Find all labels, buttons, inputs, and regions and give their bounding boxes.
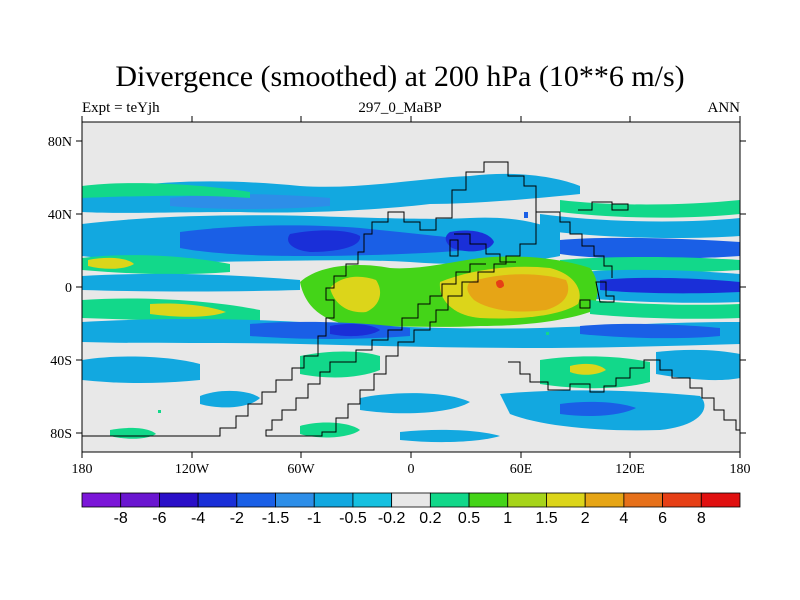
colorbar-swatch: [236, 492, 276, 508]
colorbar-swatch: [313, 492, 354, 508]
colorbar-label: -6: [152, 510, 166, 527]
y-tick-label: 40S: [50, 354, 72, 369]
contour-band: [170, 194, 330, 209]
x-axis: 180 120W 60W 0 60E 120E 180: [72, 116, 751, 477]
x-tick-label: 120W: [175, 462, 210, 477]
colorbar-swatch: [275, 492, 315, 508]
contour-band: [496, 279, 504, 289]
contour-band: [82, 319, 740, 348]
x-tick-label: 120E: [615, 462, 645, 477]
divergence-field: [82, 122, 740, 452]
contour-band: [580, 323, 720, 339]
colorbar-label: -0.2: [378, 510, 406, 527]
colorbar-label: 2: [581, 510, 590, 527]
contour-band: [300, 422, 360, 438]
small-blob: [524, 212, 528, 218]
colorbar-label: 6: [658, 510, 667, 527]
colorbar-swatch: [546, 492, 586, 508]
small-blob: [158, 410, 161, 413]
contour-band: [400, 429, 500, 443]
season-label: ANN: [707, 100, 741, 116]
contour-band: [600, 277, 740, 294]
contour-band: [560, 257, 740, 273]
contour-band: [360, 393, 470, 414]
y-tick-label: 80N: [48, 135, 72, 150]
y-tick-label: 80S: [50, 427, 72, 442]
x-tick-label: 0: [408, 462, 415, 477]
y-tick-label: 40N: [48, 208, 72, 223]
x-tick-label: 60W: [287, 462, 315, 477]
colorbar: -8 -6 -4 -2 -1.5 -1 -0.5 -0.2 0.2 0.5 1 1.5 2 4 6 8: [81, 492, 741, 527]
colorbar-label: 0.2: [419, 510, 441, 527]
case-label: 297_0_MaBP: [358, 100, 442, 116]
colorbar-label: -2: [230, 510, 244, 527]
experiment-label: Expt = teYjh: [82, 100, 160, 116]
colorbar-label: -1: [307, 510, 321, 527]
contour-band: [560, 200, 740, 218]
colorbar-label: -1.5: [262, 510, 290, 527]
colorbar-swatch: [197, 492, 238, 508]
colorbar-swatch: [468, 492, 509, 508]
contour-band: [570, 363, 606, 375]
colorbar-swatch: [584, 492, 625, 508]
colorbar-label: 0.5: [458, 510, 480, 527]
x-tick-label: 60E: [510, 462, 533, 477]
contour-band: [200, 390, 260, 408]
colorbar-label: -8: [114, 510, 128, 527]
colorbar-swatch: [623, 492, 663, 508]
colorbar-swatch: [700, 492, 741, 508]
contour-band: [330, 323, 380, 337]
contour-band: [560, 237, 740, 259]
colorbar-swatch: [159, 492, 199, 508]
colorbar-swatch: [507, 492, 547, 508]
y-axis: 80N 40N 0 40S 80S: [48, 135, 746, 442]
contour-band: [82, 356, 200, 383]
contour-band: [82, 273, 300, 292]
x-tick-label: 180: [730, 462, 751, 477]
contour-band: [467, 274, 569, 312]
contour-band: [150, 303, 226, 317]
coastline: [82, 161, 740, 437]
small-blob: [546, 332, 549, 335]
contour-band: [288, 230, 361, 252]
colorbar-label: 1: [503, 510, 512, 527]
colorbar-swatch: [81, 492, 122, 508]
colorbar-label: -4: [191, 510, 205, 527]
colorbar-label: 1.5: [535, 510, 557, 527]
contour-band: [540, 214, 740, 238]
colorbar-label: 8: [697, 510, 706, 527]
contour-band: [590, 300, 740, 319]
colorbar-swatch: [662, 492, 702, 508]
contour-band: [300, 351, 380, 378]
contour-band: [656, 349, 740, 381]
contour-band: [560, 401, 636, 416]
plot-title: Divergence (smoothed) at 200 hPa (10**6 …: [115, 60, 685, 93]
colorbar-label: 4: [619, 510, 628, 527]
contour-band: [82, 183, 250, 198]
colorbar-swatch: [120, 492, 160, 508]
colorbar-swatch: [391, 492, 431, 508]
y-tick-label: 0: [65, 281, 72, 296]
colorbar-label: -0.5: [339, 510, 367, 527]
colorbar-swatch: [429, 492, 470, 508]
colorbar-swatch: [352, 492, 393, 508]
contour-band: [330, 276, 381, 313]
x-tick-label: 180: [72, 462, 93, 477]
contour-band: [88, 257, 134, 269]
